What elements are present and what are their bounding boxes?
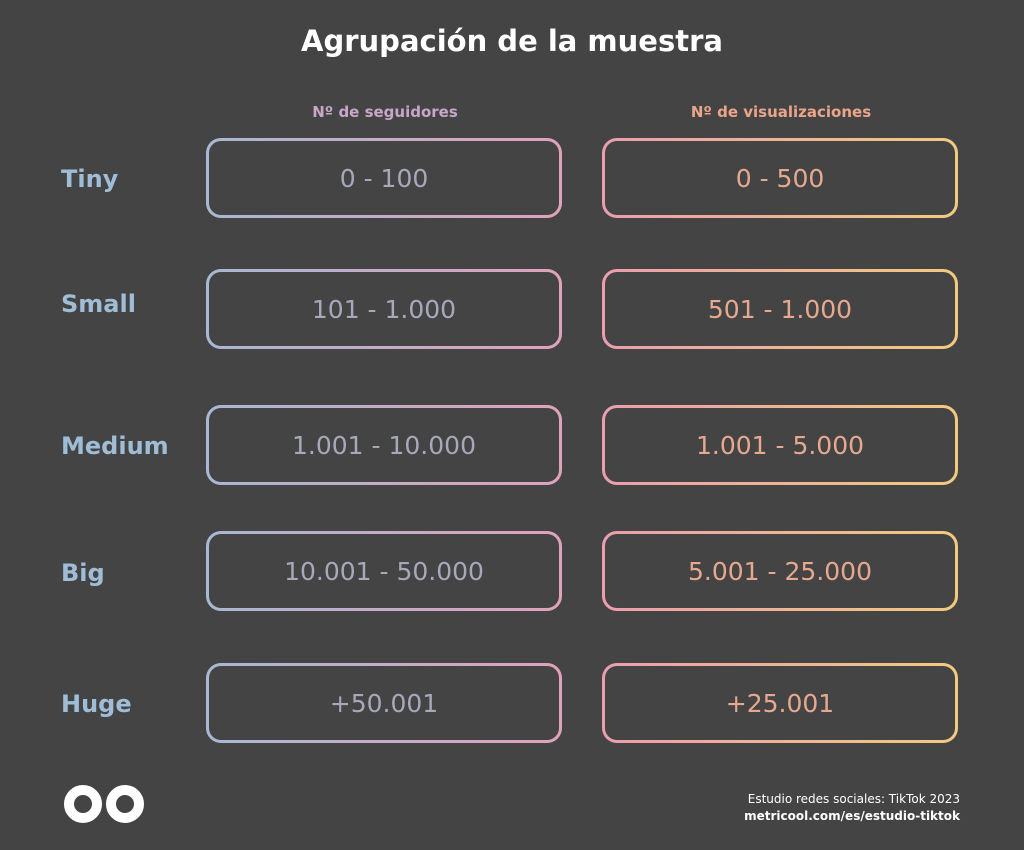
views-column-header: Nº de visualizaciones xyxy=(690,103,872,121)
views-range-big: 5.001 - 25.000 xyxy=(602,531,958,611)
row-label-tiny: Tiny xyxy=(61,165,119,193)
row-label-big: Big xyxy=(61,559,105,587)
footer-url: metricool.com/es/estudio-tiktok xyxy=(744,809,960,823)
followers-range-huge: +50.001 xyxy=(206,663,562,743)
footer-credits: Estudio redes sociales: TikTok 2023 metr… xyxy=(744,791,960,825)
footer-study-text: Estudio redes sociales: TikTok 2023 xyxy=(747,792,960,806)
row-label-small: Small xyxy=(61,290,136,318)
row-label-huge: Huge xyxy=(61,690,132,718)
followers-range-big: 10.001 - 50.000 xyxy=(206,531,562,611)
views-range-tiny: 0 - 500 xyxy=(602,138,958,218)
views-range-huge: +25.001 xyxy=(602,663,958,743)
followers-column-header: Nº de seguidores xyxy=(312,103,458,121)
followers-range-medium: 1.001 - 10.000 xyxy=(206,405,562,485)
metricool-infinity-icon xyxy=(64,785,144,823)
followers-range-tiny: 0 - 100 xyxy=(206,138,562,218)
page-title: Agrupación de la muestra xyxy=(301,24,723,58)
views-range-medium: 1.001 - 5.000 xyxy=(602,405,958,485)
followers-range-small: 101 - 1.000 xyxy=(206,269,562,349)
views-range-small: 501 - 1.000 xyxy=(602,269,958,349)
row-label-medium: Medium xyxy=(61,432,169,460)
